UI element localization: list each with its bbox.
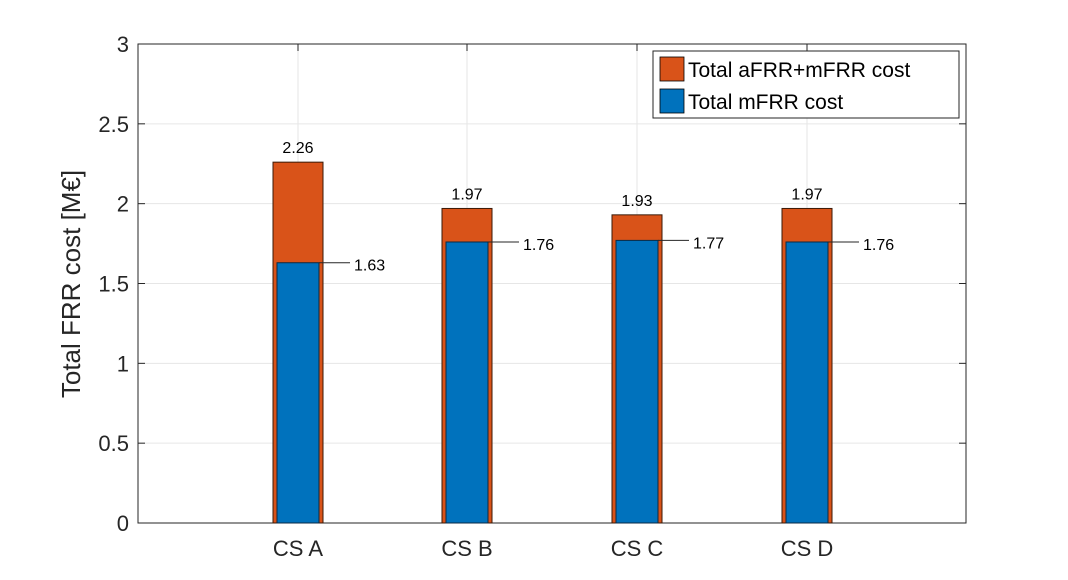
y-tick-label: 1: [117, 351, 129, 376]
legend: Total aFRR+mFRR cost Total mFRR cost: [652, 50, 960, 119]
data-label-total: 1.97: [791, 186, 822, 203]
legend-box: [652, 50, 960, 119]
bar-mfrr: [615, 239, 659, 524]
data-label-mfrr: 1.76: [863, 237, 894, 254]
legend-swatch-total: [659, 56, 685, 82]
x-tick-label: CS A: [273, 536, 323, 561]
y-tick-label: 2: [117, 192, 129, 217]
bar-mfrr: [276, 262, 320, 524]
data-label-mfrr: 1.77: [693, 235, 724, 252]
x-tick-label: CS C: [611, 536, 664, 561]
y-tick-label: 3: [117, 32, 129, 57]
data-label-total: 1.97: [451, 186, 482, 203]
y-tick-label: 0.5: [98, 431, 129, 456]
x-axis: CS A CS B CS C CS D: [273, 44, 833, 561]
data-label-total: 1.93: [621, 193, 652, 210]
y-tick-label: 2.5: [98, 112, 129, 137]
y-tick-label: 0: [117, 511, 129, 536]
legend-label-mfrr: Total mFRR cost: [688, 91, 843, 114]
y-axis: 0 0.5 1 1.5 2 2.5 3: [98, 32, 966, 536]
data-labels: 2.26 1.63 1.97 1.76 1.93 1.77 1.97 1.76: [282, 140, 894, 275]
y-tick-label: 1.5: [98, 272, 129, 297]
data-label-mfrr: 1.63: [354, 258, 385, 275]
bar-mfrr: [445, 241, 489, 524]
y-axis-label: Total FRR cost [M€]: [56, 170, 86, 398]
bars: [272, 161, 833, 524]
x-tick-label: CS B: [441, 536, 492, 561]
legend-label-total: Total aFRR+mFRR cost: [688, 59, 910, 82]
x-tick-label: CS D: [781, 536, 834, 561]
legend-swatch-mfrr: [659, 88, 685, 114]
data-label-mfrr: 1.76: [523, 237, 554, 254]
bar-mfrr: [785, 241, 829, 524]
data-label-total: 2.26: [282, 140, 313, 157]
